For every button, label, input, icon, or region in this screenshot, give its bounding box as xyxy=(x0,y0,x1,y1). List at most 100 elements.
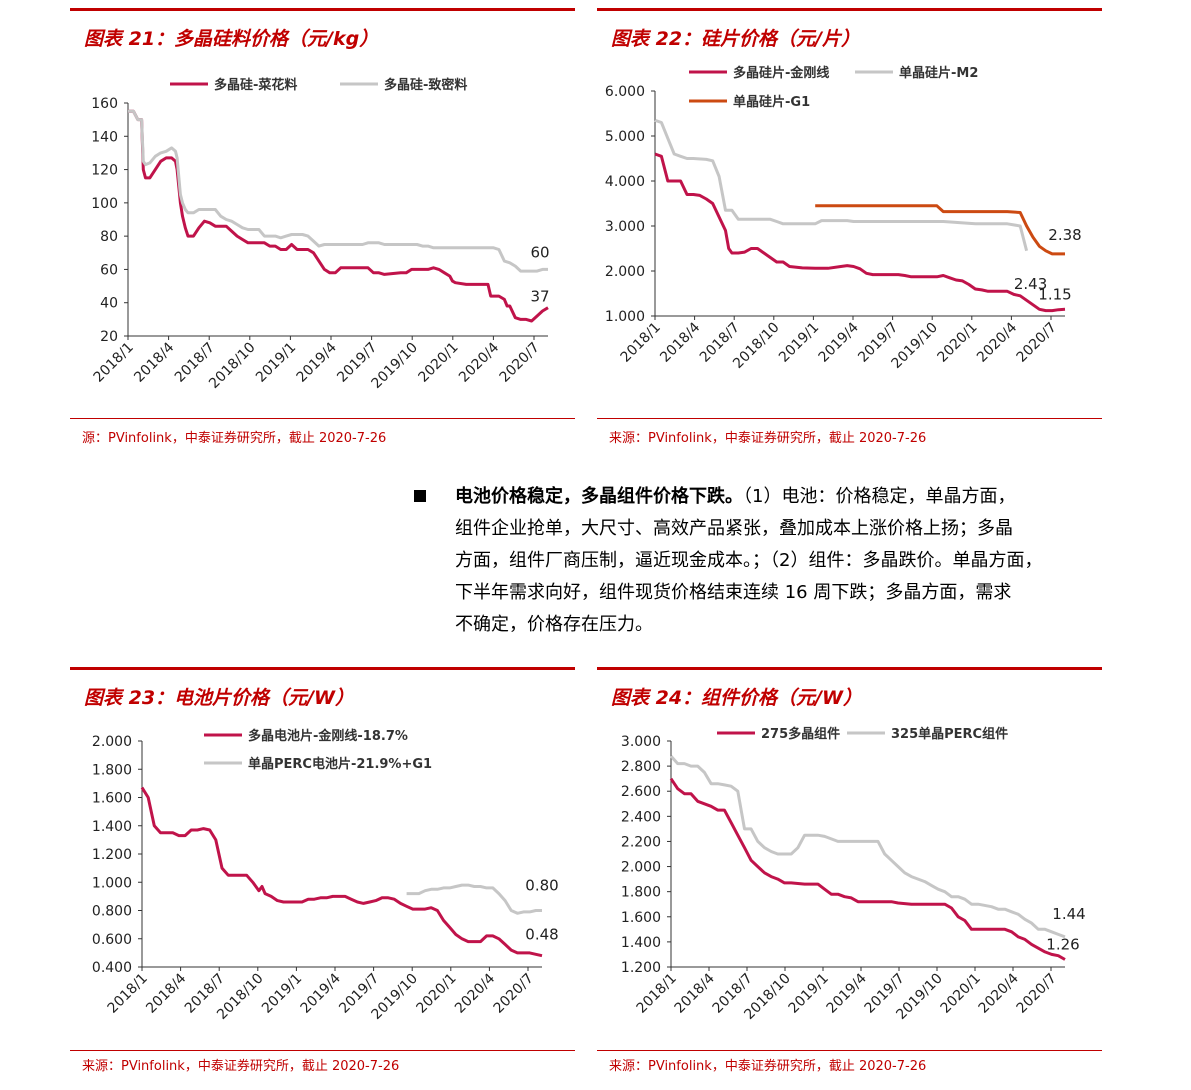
source-note: 源：PVinfolink，中泰证券研究所，截止 2020-7-26 xyxy=(82,431,387,446)
legend-label: 多晶电池片-金刚线-18.7% xyxy=(248,728,408,744)
x-tick-label: 2019/4 xyxy=(824,970,870,1016)
series-line xyxy=(815,204,1065,256)
legend-label: 275多晶组件 xyxy=(761,726,840,742)
chart-panel-polysilicon: 图表 21：多晶硅料价格（元/kg） 20 40 60 80 100 120 140 160 2… xyxy=(70,8,575,448)
legend-label: 多晶硅-菜花料 xyxy=(214,77,297,93)
y-tick-label: 1.000 xyxy=(92,875,132,891)
chart-polysilicon-price: 204060801001201401602018/12018/42018/720… xyxy=(91,77,550,392)
end-value-label: 1.44 xyxy=(1052,905,1085,923)
y-tick-label: 2.000 xyxy=(92,734,132,750)
y-tick-label: 1.600 xyxy=(92,791,132,807)
end-value-label: 1.15 xyxy=(1038,285,1071,303)
x-tick-label: 2020/4 xyxy=(976,970,1022,1016)
panel-bottom-rule xyxy=(597,1050,1102,1051)
y-tick-label: 1.800 xyxy=(621,885,661,901)
x-tick-label: 2020/1 xyxy=(938,971,984,1017)
panel-bottom-rule xyxy=(597,418,1102,419)
paragraph-line: 组件企业抢单，大尺寸、高效产品紧张，叠加成本上涨价格上扬；多晶 xyxy=(455,518,1013,539)
x-tick-label: 2020/1 xyxy=(934,320,980,366)
series-line xyxy=(128,109,548,273)
y-tick-label: 2.400 xyxy=(621,809,661,825)
panel-top-rule xyxy=(70,667,575,670)
panel-title: 图表 24：组件价格（元/W） xyxy=(611,687,862,709)
series-line xyxy=(406,883,542,915)
source-note: 来源：PVinfolink，中泰证券研究所，截止 2020-7-26 xyxy=(609,431,927,446)
series-line xyxy=(140,786,543,958)
x-tick-label: 2020/7 xyxy=(1014,971,1060,1017)
x-tick-label: 2020/4 xyxy=(974,319,1020,365)
panel-top-rule xyxy=(70,8,575,11)
y-tick-label: 120 xyxy=(91,163,118,179)
chart-module-price: 1.200 1.400 1.600 1.800 2.000 2.200 2.400 2.600… xyxy=(621,726,1086,1023)
end-value-label: 0.48 xyxy=(525,926,558,944)
legend-label: 单晶硅片-M2 xyxy=(899,65,978,81)
x-tick-label: 2020/7 xyxy=(1014,320,1060,366)
paragraph-line: 不确定，价格存在压力。 xyxy=(455,614,653,635)
y-tick-label: 0.800 xyxy=(92,904,132,920)
chart-cell-price: 0.400 0.600 0.800 1.000 1.200 1.400 1.600 1.800… xyxy=(92,728,559,1023)
y-tick-label: 1.400 xyxy=(92,819,132,835)
y-tick-label: 160 xyxy=(91,96,118,112)
y-tick-label: 0.400 xyxy=(92,960,132,976)
panel-bottom-rule xyxy=(70,1050,575,1051)
y-tick-label: 1.400 xyxy=(621,935,661,951)
legend-label: 325单晶PERC组件 xyxy=(891,726,1008,742)
chart-wafer-price: 1.000 2.000 3.000 4.000 5.000 6.000 2018/12018… xyxy=(605,65,1082,372)
x-tick-label: 2020/7 xyxy=(497,340,543,386)
x-tick-label: 2018/4 xyxy=(143,970,189,1016)
x-tick-label: 2020/1 xyxy=(415,340,461,386)
paragraph-line: 下半年需求向好，组件现货价格结束连续 16 周下跌；多晶方面，需求 xyxy=(455,582,1012,603)
y-tick-label: 60 xyxy=(100,262,118,278)
y-tick-label: 3.000 xyxy=(621,734,661,750)
x-tick-label: 2020/1 xyxy=(413,971,459,1017)
series-line xyxy=(128,109,549,323)
series-line xyxy=(669,777,1066,961)
y-tick-label: 1.800 xyxy=(92,762,132,778)
x-tick-label: 2019/1 xyxy=(786,971,832,1017)
panel-title: 图表 22：硅片价格（元/片） xyxy=(611,28,860,50)
x-tick-label: 2018/1 xyxy=(105,971,151,1017)
end-value-label: 2.38 xyxy=(1048,226,1081,244)
x-tick-label: 2019/1 xyxy=(253,340,299,386)
end-value-label: 0.80 xyxy=(525,877,558,895)
y-tick-label: 20 xyxy=(100,329,118,345)
paragraph-line: 方面，组件厂商压制，逼近现金成本。；（2）组件：多晶跌价。单晶方面， xyxy=(455,550,1043,571)
x-tick-label: 2018/4 xyxy=(672,970,718,1016)
y-tick-label: 3.000 xyxy=(605,219,645,235)
y-tick-label: 80 xyxy=(100,229,118,245)
y-tick-label: 2.800 xyxy=(621,759,661,775)
chart-panel-cell: 图表 23：电池片价格（元/W） 0.400 0.600 0.800 1.000 1.2… xyxy=(70,667,575,1087)
x-tick-label: 2018/1 xyxy=(634,971,680,1017)
legend-label: 多晶硅片-金刚线 xyxy=(733,65,829,81)
x-tick-label: 2019/4 xyxy=(298,970,344,1016)
x-tick-label: 2020/4 xyxy=(456,339,502,385)
source-note: 来源：PVinfolink，中泰证券研究所，截止 2020-7-26 xyxy=(82,1059,400,1074)
legend-label: 单晶硅片-G1 xyxy=(733,94,810,110)
panel-top-rule xyxy=(597,8,1102,11)
y-tick-label: 2.000 xyxy=(621,860,661,876)
y-tick-label: 100 xyxy=(91,196,118,212)
y-tick-label: 40 xyxy=(100,296,118,312)
panel-title: 图表 23：电池片价格（元/W） xyxy=(84,687,354,709)
panel-top-rule xyxy=(597,667,1102,670)
y-tick-label: 1.200 xyxy=(621,960,661,976)
x-tick-label: 2019/1 xyxy=(259,971,305,1017)
bullet-square xyxy=(414,490,426,502)
panel-bottom-rule xyxy=(70,418,575,419)
end-value-label: 60 xyxy=(530,243,549,261)
y-tick-label: 6.000 xyxy=(605,84,645,100)
x-tick-label: 2018/1 xyxy=(618,320,664,366)
analysis-paragraph: 电池价格稳定，多晶组件价格下跌。（1）电池：价格稳定，单晶方面， 组件企业抢单，… xyxy=(455,481,1115,641)
x-tick-label: 2020/4 xyxy=(452,970,498,1016)
chart-panel-wafer: 图表 22：硅片价格（元/片） 1.000 2.000 3.000 4.000 5.00… xyxy=(597,8,1102,448)
series-line xyxy=(654,152,1066,313)
chart-panel-module: 图表 24：组件价格（元/W） 1.200 1.400 1.600 1.800 2.00… xyxy=(597,667,1102,1087)
series-line xyxy=(669,755,1066,939)
x-tick-label: 2020/7 xyxy=(491,971,537,1017)
y-tick-label: 2.200 xyxy=(621,834,661,850)
y-tick-label: 140 xyxy=(91,129,118,145)
end-value-label: 37 xyxy=(530,288,549,306)
end-value-label: 2.43 xyxy=(1014,275,1047,293)
y-tick-label: 2.000 xyxy=(605,264,645,280)
legend-label: 单晶PERC电池片-21.9%+G1 xyxy=(248,756,432,772)
